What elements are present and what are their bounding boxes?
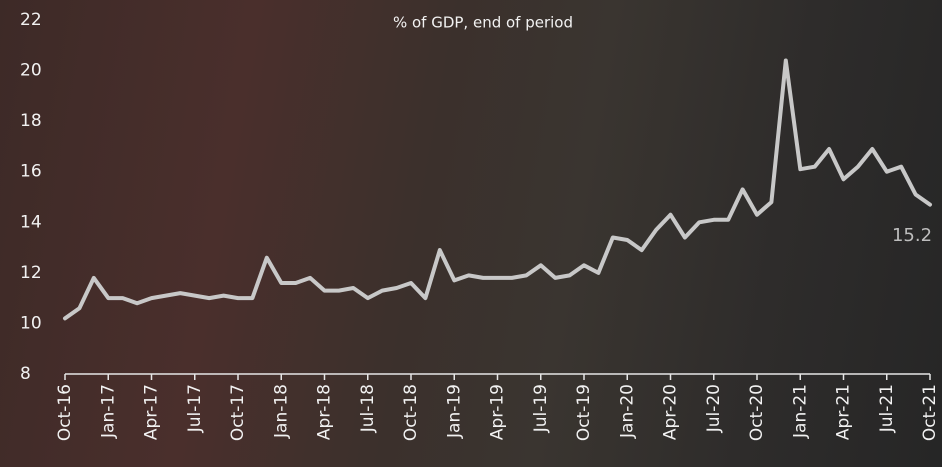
y-tick-label: 18	[20, 111, 42, 131]
x-tick-label: Jul-19	[531, 384, 551, 433]
chart-subtitle: % of GDP, end of period	[393, 14, 573, 32]
x-tick-label: Apr-21	[834, 384, 854, 440]
x-tick-label: Apr-20	[661, 384, 681, 440]
x-tick-label: Jul-17	[185, 384, 205, 433]
y-tick-label: 16	[20, 162, 42, 182]
y-tick-label: 14	[20, 212, 42, 232]
y-tick-label: 8	[20, 364, 31, 384]
x-tick-label: Apr-19	[488, 384, 508, 440]
x-tick-label: Jul-21	[877, 384, 897, 433]
x-tick-label: Jul-20	[704, 384, 724, 433]
x-tick-label: Jan-21	[790, 384, 810, 439]
x-tick-label: Jan-19	[444, 384, 464, 439]
x-tick-label: Oct-21	[920, 384, 940, 441]
x-tick-label: Jan-17	[98, 384, 118, 439]
annotation: 15.2	[892, 225, 932, 246]
x-tick-label: Oct-16	[55, 384, 75, 441]
x-tick-label: Oct-18	[401, 384, 421, 441]
x-tick-label: Jan-18	[271, 384, 291, 439]
y-tick-label: 10	[20, 313, 42, 333]
x-tick-label: Oct-20	[747, 384, 767, 441]
x-tick-label: Apr-18	[315, 384, 335, 440]
x-tick-label: Jan-20	[617, 384, 637, 439]
data-line	[63, 58, 932, 321]
y-tick-label: 20	[20, 61, 42, 81]
x-tick-label: Jul-18	[358, 384, 378, 433]
x-tick-label: Apr-17	[142, 384, 162, 440]
x-tick-label: Oct-17	[228, 384, 248, 441]
x-tick-label: Oct-19	[574, 384, 594, 441]
y-tick-label: 12	[20, 263, 42, 283]
y-tick-label: 22	[20, 10, 42, 30]
